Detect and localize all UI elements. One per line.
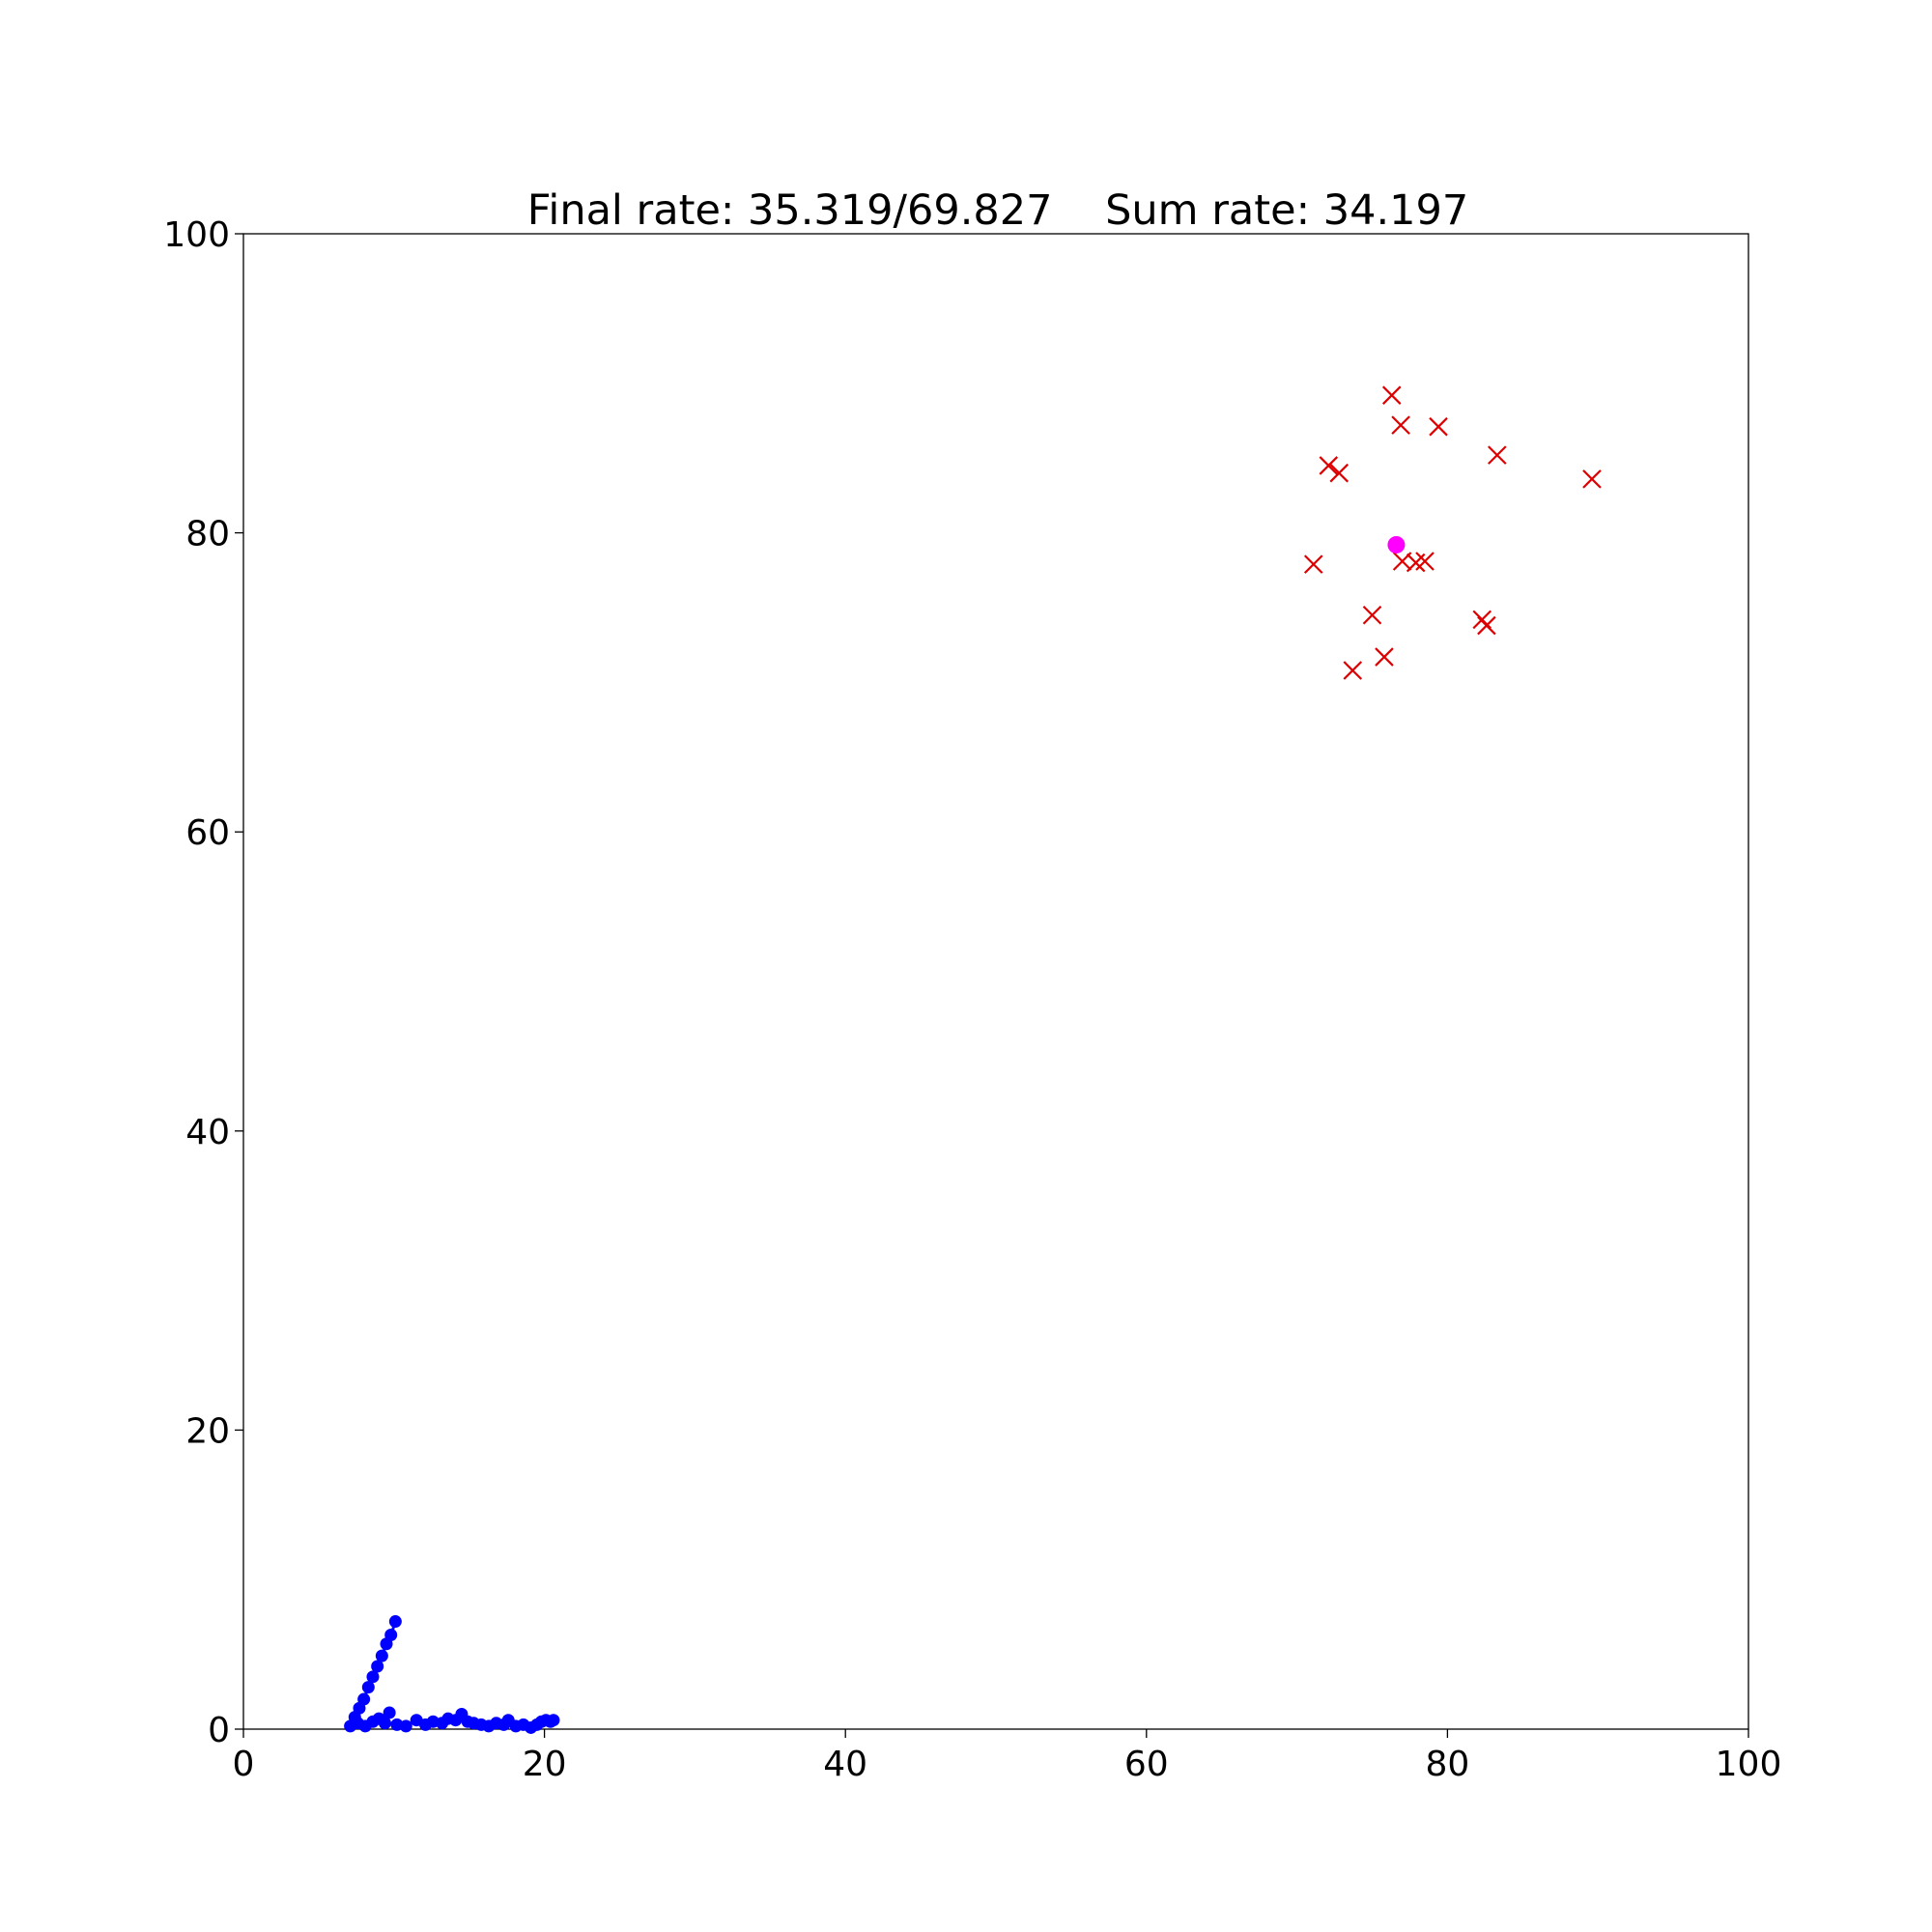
trajectory-point (375, 1649, 388, 1662)
x-marker-stroke (1303, 554, 1323, 574)
plot-frame (242, 233, 1749, 1730)
x-tick-label: 40 (823, 1745, 867, 1784)
trajectory-point (378, 1717, 391, 1730)
y-tick-label: 20 (185, 1411, 230, 1451)
x-marker-point (1429, 416, 1448, 437)
trajectory-point (399, 1719, 412, 1733)
x-marker-point (1582, 469, 1602, 489)
magenta-point (1387, 535, 1406, 554)
trajectory-point (361, 1681, 375, 1694)
y-tick-label: 0 (208, 1711, 230, 1750)
x-marker-point (1477, 615, 1496, 636)
x-marker-stroke (1362, 605, 1382, 625)
x-marker-stroke (1582, 469, 1602, 489)
x-marker-point (1319, 456, 1339, 475)
x-marker-stroke (1477, 615, 1496, 636)
x-marker-point (1391, 415, 1410, 435)
x-tick-label: 0 (233, 1745, 255, 1784)
trajectory-point (380, 1637, 393, 1651)
x-marker-point (1415, 552, 1435, 571)
trajectory-point (383, 1706, 396, 1719)
x-marker-stroke (1375, 647, 1394, 667)
x-marker-point (1488, 445, 1507, 465)
x-marker-stroke (1319, 456, 1339, 475)
trajectory-point (371, 1660, 384, 1673)
trajectory-point (366, 1670, 380, 1684)
trajectory-point (547, 1714, 560, 1727)
x-marker-stroke (1415, 552, 1435, 571)
x-marker-stroke (1343, 661, 1363, 680)
x-marker-point (1343, 661, 1363, 680)
y-tick-label: 100 (163, 215, 230, 255)
y-tick-label: 40 (185, 1113, 230, 1152)
x-marker-stroke (1329, 463, 1350, 483)
x-marker-point (1381, 385, 1402, 405)
x-marker-point (1303, 554, 1323, 574)
x-marker-point (1329, 463, 1350, 483)
y-tick-label: 80 (185, 515, 230, 554)
chart-title: Final rate: 35.319/69.827 Sum rate: 34.1… (527, 186, 1468, 235)
x-tick-label: 20 (523, 1745, 567, 1784)
x-tick-label: 60 (1124, 1745, 1169, 1784)
x-marker-stroke (1488, 445, 1507, 465)
x-marker-point (1375, 647, 1394, 667)
x-tick-label: 80 (1425, 1745, 1469, 1784)
x-marker-stroke (1429, 416, 1448, 437)
x-marker-point (1362, 605, 1382, 625)
x-marker-stroke (1381, 385, 1402, 405)
x-marker-stroke (1391, 415, 1410, 435)
y-tick-label: 60 (185, 813, 230, 853)
trajectory-point (388, 1615, 402, 1629)
x-tick-label: 100 (1716, 1745, 1782, 1784)
